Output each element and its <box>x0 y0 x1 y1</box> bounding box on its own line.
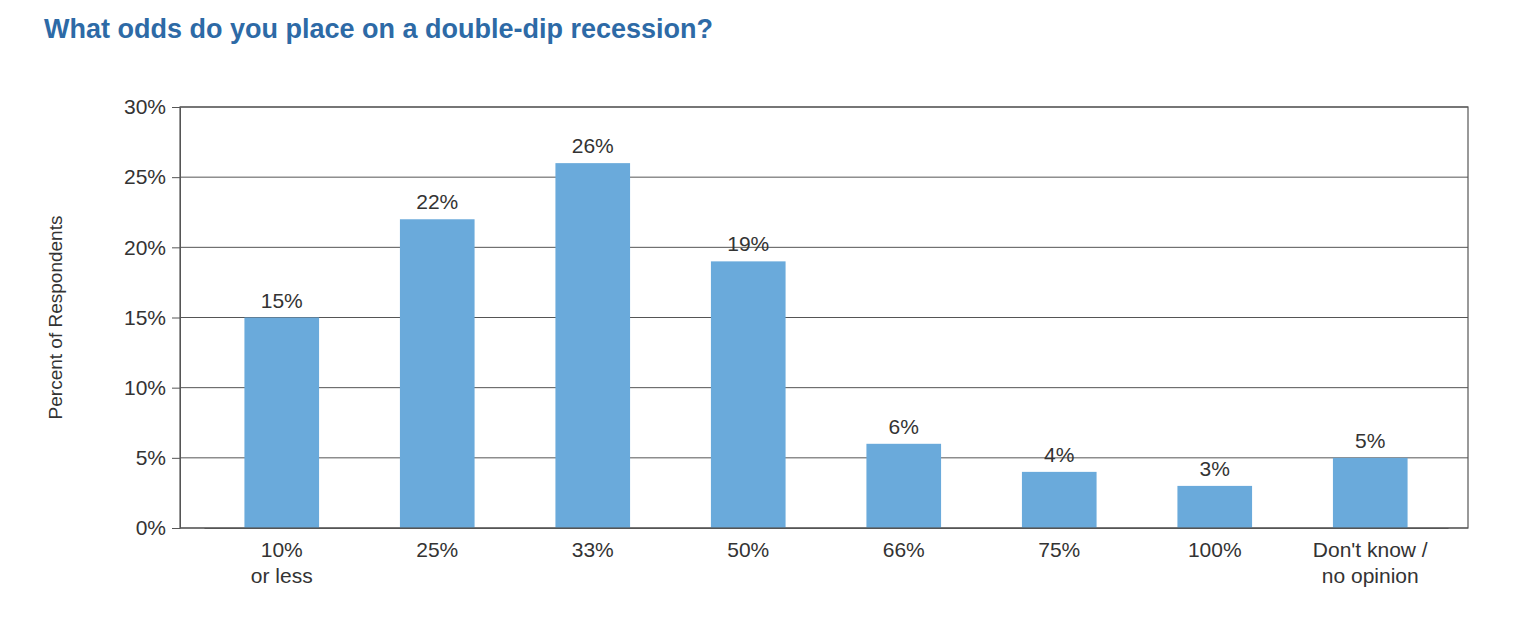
bar <box>711 261 786 528</box>
x-tick-label: 100% <box>1188 538 1242 561</box>
bar <box>400 219 475 528</box>
grid <box>180 107 1468 528</box>
bar <box>866 444 941 528</box>
x-tick-label: 75% <box>1038 538 1080 561</box>
y-tick-label: 0% <box>136 516 166 539</box>
plot-frame <box>180 107 1468 528</box>
grid-line <box>180 317 1468 318</box>
x-axis-line <box>205 528 1449 529</box>
chart: What odds do you place on a double-dip r… <box>0 0 1514 622</box>
y-axis: 0% 5% 10% 15% 20% 25% 30% <box>124 95 181 539</box>
x-tick: 10%or less <box>251 528 313 587</box>
y-tick: 15% <box>124 306 180 329</box>
x-tick-label: 66% <box>883 538 925 561</box>
y-tick-mark <box>172 318 180 319</box>
grid-line <box>180 177 1468 178</box>
y-tick-mark <box>172 107 180 108</box>
y-tick: 30% <box>124 95 180 118</box>
y-tick-mark <box>172 388 180 389</box>
data-label: 15% <box>261 289 303 312</box>
bar <box>555 163 630 528</box>
y-tick-mark <box>172 247 180 248</box>
data-label: 22% <box>416 190 458 213</box>
y-tick-label: 20% <box>124 236 166 259</box>
y-tick-mark <box>172 528 180 529</box>
data-label: 6% <box>889 415 919 438</box>
x-tick-label: Don't know /no opinion <box>1313 538 1428 587</box>
y-tick: 0% <box>136 516 180 539</box>
bar <box>1177 486 1252 528</box>
y-tick-label: 15% <box>124 306 166 329</box>
x-tick-label: 25% <box>416 538 458 561</box>
x-tick: 25% <box>416 528 458 561</box>
y-tick-mark <box>172 458 180 459</box>
bars <box>244 163 1407 528</box>
y-tick: 25% <box>124 165 180 188</box>
x-tick-label: 10%or less <box>251 538 313 587</box>
x-tick: Don't know /no opinion <box>1313 528 1428 587</box>
x-axis: 10%or less 25% 33% 50% 66% 75% 100% Don't know … <box>205 528 1449 587</box>
data-label: 3% <box>1200 457 1230 480</box>
y-tick: 5% <box>136 446 180 469</box>
x-tick: 50% <box>727 528 769 561</box>
y-tick: 10% <box>124 376 180 399</box>
bar <box>1333 458 1408 528</box>
grid-line <box>180 457 1468 458</box>
y-tick: 20% <box>124 236 180 259</box>
data-label: 26% <box>572 134 614 157</box>
y-axis-line <box>180 108 181 529</box>
x-tick-label: 33% <box>572 538 614 561</box>
x-tick-label: 50% <box>727 538 769 561</box>
bar <box>244 318 319 529</box>
y-tick-label: 25% <box>124 165 166 188</box>
data-label: 4% <box>1044 443 1074 466</box>
y-tick-label: 30% <box>124 95 166 118</box>
y-tick-mark <box>172 177 180 178</box>
data-label: 19% <box>727 232 769 255</box>
bar <box>1022 472 1097 528</box>
title: What odds do you place on a double-dip r… <box>44 14 713 44</box>
x-tick: 75% <box>1038 528 1080 561</box>
x-tick: 100% <box>1188 528 1242 561</box>
x-tick: 66% <box>883 528 925 561</box>
grid-line <box>180 247 1468 248</box>
y-tick-label: 5% <box>136 446 166 469</box>
data-labels: 15% 22% 26% 19% 6% 4% 3% 5% <box>261 134 1386 480</box>
grid-line <box>180 387 1468 388</box>
y-tick-label: 10% <box>124 376 166 399</box>
x-tick: 33% <box>572 528 614 561</box>
y-axis-title: Percent of Respondents <box>45 216 66 420</box>
data-label: 5% <box>1355 429 1385 452</box>
